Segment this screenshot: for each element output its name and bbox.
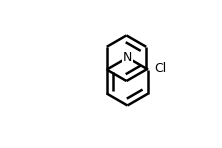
Text: N: N	[123, 51, 132, 64]
Text: Cl: Cl	[154, 62, 166, 75]
